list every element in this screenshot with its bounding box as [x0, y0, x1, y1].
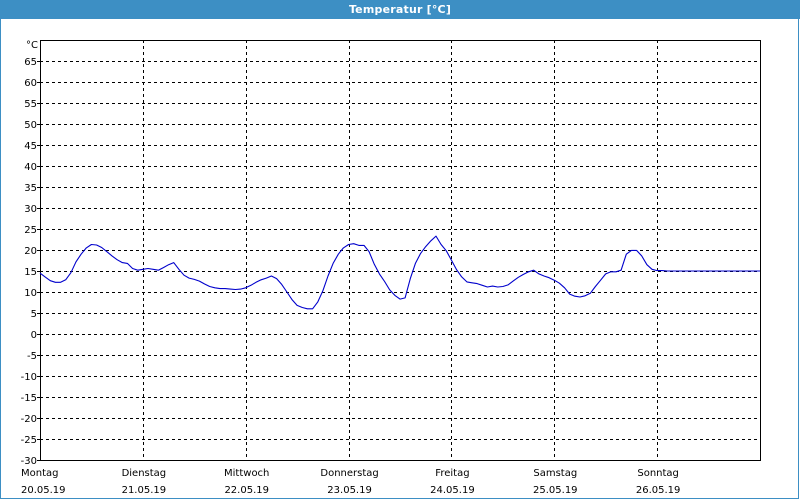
- x-tick-day-label: Samstag: [533, 468, 577, 479]
- y-tick-label: 15: [24, 267, 37, 278]
- plot-border: [40, 40, 761, 461]
- y-tick-label: 20: [24, 246, 37, 257]
- y-tick-label: 50: [24, 120, 37, 131]
- x-tick-labels: Montag 20.05.19 Dienstag 21.05.19 Mittwoch 22…: [21, 468, 680, 496]
- y-tick-label: 40: [24, 162, 37, 173]
- x-tick-date-label: 26.05.19: [636, 485, 681, 496]
- chart-window-frame: [0, 19, 799, 499]
- y-tick-label: 10: [24, 288, 37, 299]
- chart-title: Temperatur [°C]: [0, 0, 800, 19]
- y-tick-labels: °C65605550454035302520151050-5-10-15-20-…: [21, 40, 40, 467]
- y-tick-label: -10: [21, 372, 37, 383]
- y-tick-label: -25: [21, 435, 37, 446]
- plot-area-border: [40, 40, 761, 461]
- y-tick-label: -15: [21, 393, 37, 404]
- y-tick-label: 5: [31, 309, 37, 320]
- y-tick-label: 35: [24, 183, 37, 194]
- y-tick-label: -20: [21, 414, 37, 425]
- x-tick-date-label: 22.05.19: [224, 485, 269, 496]
- y-tick-label: 45: [24, 141, 37, 152]
- x-tick-day-label: Mittwoch: [224, 468, 269, 479]
- x-tick-date-label: 23.05.19: [327, 485, 372, 496]
- grid-lines: [40, 40, 760, 460]
- temperature-series-line: [39, 235, 760, 310]
- x-tick-day-label: Donnerstag: [320, 468, 378, 479]
- x-tick-day-label: Montag: [21, 468, 58, 479]
- x-tick-date-label: 25.05.19: [533, 485, 578, 496]
- y-tick-label: 55: [24, 99, 37, 110]
- y-tick-label: 30: [24, 204, 37, 215]
- y-tick-label: -5: [27, 351, 37, 362]
- y-tick-label: 60: [24, 78, 37, 89]
- y-tick-label: 65: [24, 57, 37, 68]
- series-lines: [39, 235, 760, 310]
- x-tick-day-label: Freitag: [435, 468, 469, 479]
- x-tick-date-label: 21.05.19: [122, 485, 167, 496]
- x-tick-day-label: Sonntag: [637, 468, 679, 479]
- y-tick-label: -30: [21, 456, 37, 467]
- y-tick-label: 25: [24, 225, 37, 236]
- y-axis-unit-label: °C: [26, 40, 38, 51]
- x-tick-date-label: 24.05.19: [430, 485, 475, 496]
- x-tick-day-label: Dienstag: [122, 468, 167, 479]
- y-tick-label: 0: [31, 330, 37, 341]
- x-tick-date-label: 20.05.19: [21, 485, 66, 496]
